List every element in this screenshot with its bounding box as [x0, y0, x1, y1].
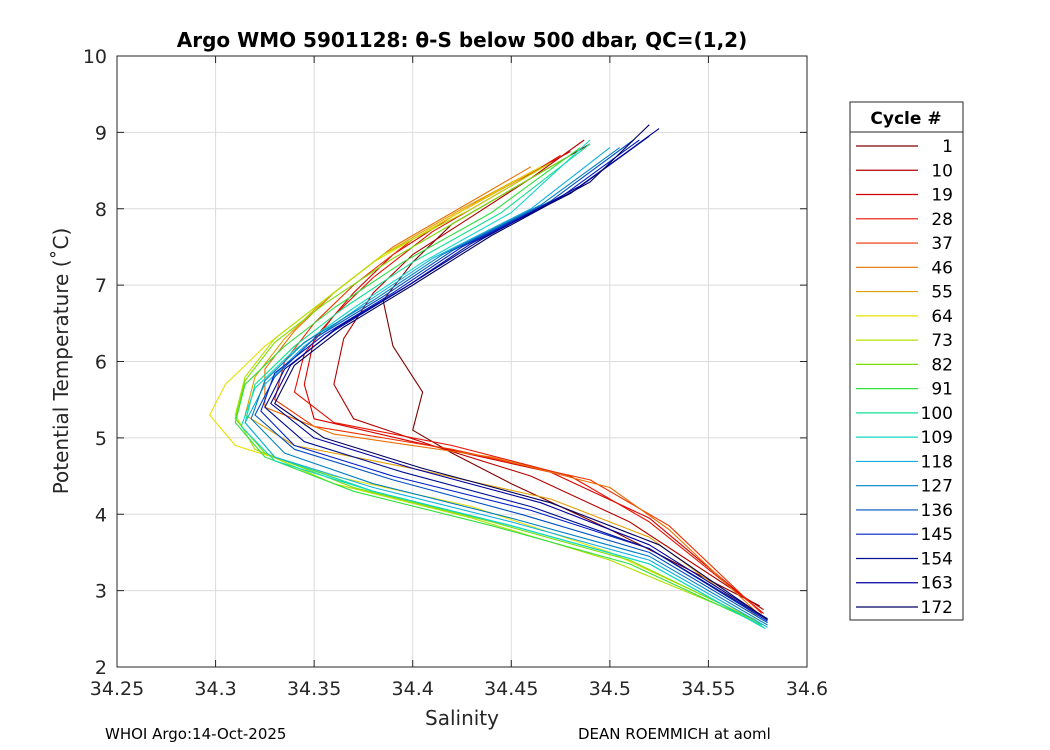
y-tick-label: 10 [83, 46, 107, 68]
x-tick-label: 34.35 [287, 678, 341, 700]
legend-label: 118 [921, 452, 953, 472]
series-line-cycle-163 [270, 128, 768, 620]
series-line-cycle-37 [274, 162, 763, 614]
legend-label: 82 [931, 355, 953, 375]
legend-label: 163 [921, 574, 953, 594]
legend-title: Cycle # [870, 109, 941, 129]
series-line-cycle-109 [240, 139, 766, 630]
y-tick-label: 5 [95, 428, 107, 450]
x-tick-label: 34.5 [589, 678, 631, 700]
y-tick-label: 6 [95, 352, 107, 374]
y-tick-label: 8 [95, 199, 107, 221]
legend-label: 55 [931, 283, 953, 303]
legend-label: 19 [931, 186, 953, 206]
legend-label: 64 [931, 307, 953, 327]
y-tick-label: 7 [95, 275, 107, 297]
series-line-cycle-118 [244, 147, 768, 628]
series-line-cycle-19 [303, 151, 764, 614]
legend-label: 127 [921, 477, 953, 497]
legend-label: 91 [931, 380, 953, 400]
data-lines [209, 124, 768, 630]
y-tick-label: 2 [95, 657, 107, 679]
y-axis-label: Potential Temperature (˚C) [49, 228, 73, 495]
legend-label: 109 [921, 428, 953, 448]
legend-label: 100 [921, 404, 953, 424]
legend: Cycle # 1 10 19 28 37 46 55 64 73 82 91 100 109 118 12… [849, 101, 964, 621]
series-line-cycle-91 [234, 147, 762, 626]
series-line-cycle-172 [274, 124, 768, 621]
x-tick-label: 34.3 [194, 678, 236, 700]
x-tick-label: 34.45 [484, 678, 538, 700]
legend-label: 37 [931, 234, 953, 254]
series-line-cycle-1 [382, 143, 760, 607]
series-line-cycle-73 [234, 162, 758, 622]
x-tick-label: 34.55 [681, 678, 735, 700]
legend-label: 136 [921, 501, 953, 521]
legend-entries: 1 10 19 28 37 46 55 64 73 82 91 100 109 118 127 136 145 1… [856, 137, 953, 618]
x-tick-label: 34.6 [786, 678, 828, 700]
legend-label: 154 [921, 549, 953, 569]
series-line-cycle-136 [254, 139, 768, 624]
x-tick-label: 34.4 [392, 678, 434, 700]
series-line-cycle-82 [234, 154, 760, 624]
series-line-cycle-154 [264, 135, 768, 621]
legend-label: 73 [931, 331, 953, 351]
legend-label: 46 [931, 258, 953, 278]
series-line-cycle-127 [250, 147, 768, 626]
legend-label: 1 [942, 137, 953, 157]
legend-label: 172 [921, 598, 953, 618]
x-tick-label: 34.25 [90, 678, 144, 700]
y-tick-label: 3 [95, 581, 107, 603]
axis-ticks: 34.25 34.3 34.35 34.4 34.45 34.5 34.55 34.6 2 3 4 5… [83, 46, 828, 700]
series-line-cycle-10 [333, 139, 764, 611]
footer-credit-left: WHOI Argo:14-Oct-2025 [105, 725, 287, 743]
chart-title: Argo WMO 5901128: θ-S below 500 dbar, QC… [177, 28, 747, 52]
footer-credit-right: DEAN ROEMMICH at aoml [578, 725, 771, 743]
y-tick-label: 4 [95, 504, 107, 526]
series-line-cycle-28 [293, 154, 763, 613]
series-line-cycle-145 [260, 139, 768, 622]
y-tick-label: 9 [95, 122, 107, 144]
legend-label: 10 [931, 161, 953, 181]
legend-label: 28 [931, 210, 953, 230]
series-line-cycle-55 [244, 166, 759, 618]
x-axis-label: Salinity [425, 706, 499, 730]
series-line-cycle-46 [264, 166, 761, 616]
legend-label: 145 [921, 525, 953, 545]
